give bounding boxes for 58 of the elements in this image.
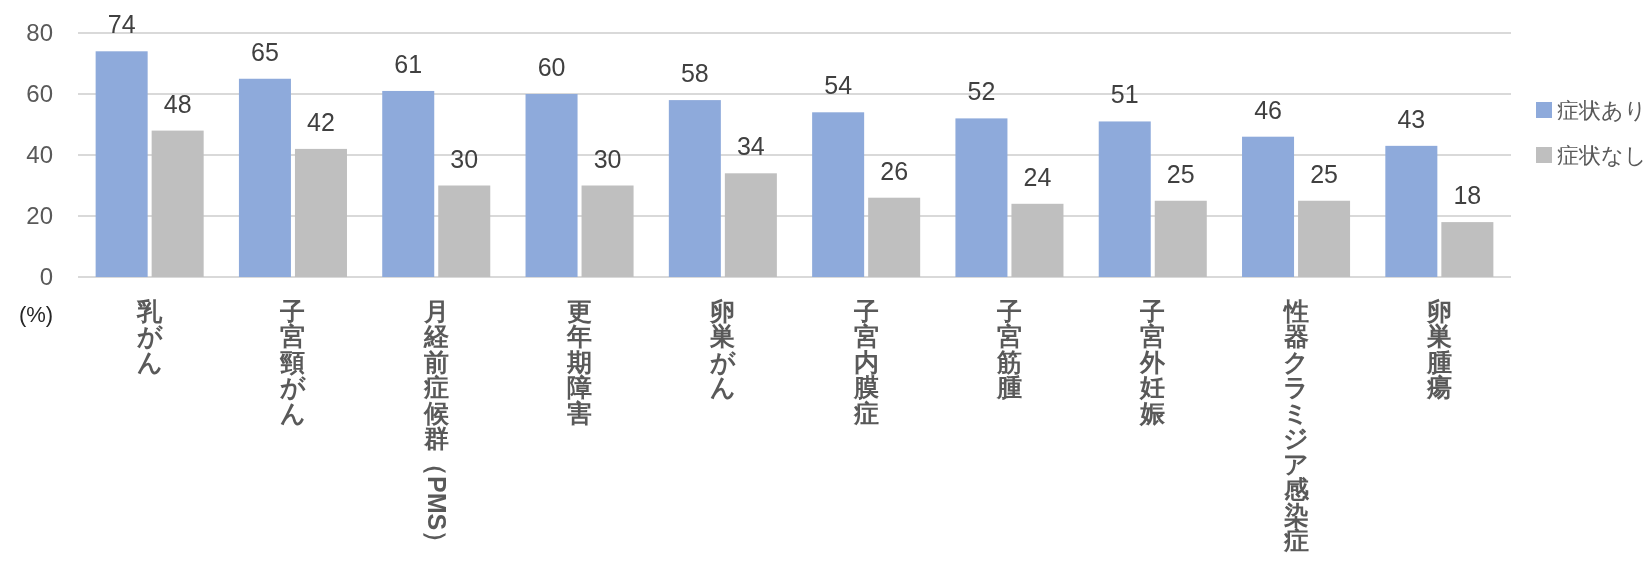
bar xyxy=(812,112,865,277)
x-tick-label: 子宮筋腫 xyxy=(995,296,1022,401)
x-tick-label: 乳がん xyxy=(136,296,164,376)
bar xyxy=(1385,145,1438,277)
bar xyxy=(1441,222,1494,277)
y-tick-label: 40 xyxy=(26,141,53,168)
data-label: 24 xyxy=(1023,162,1052,191)
bar xyxy=(1154,200,1207,277)
x-tick-label: 卵巣がん xyxy=(709,296,736,401)
y-tick-label: 80 xyxy=(26,19,53,46)
data-label: 65 xyxy=(251,37,279,66)
bar xyxy=(724,173,777,277)
bar xyxy=(868,197,921,277)
data-label: 46 xyxy=(1254,95,1282,124)
data-label: 48 xyxy=(163,89,192,118)
data-label: 25 xyxy=(1310,159,1338,188)
legend-label: 症状なし xyxy=(1557,143,1647,168)
data-label: 43 xyxy=(1397,104,1426,133)
data-label: 30 xyxy=(450,144,479,173)
y-tick-label: 20 xyxy=(26,202,53,229)
data-label: 34 xyxy=(736,132,765,161)
bar xyxy=(1242,136,1295,277)
y-tick-label: 0 xyxy=(39,263,53,290)
bar xyxy=(1098,121,1151,277)
bar xyxy=(668,100,721,277)
x-tick-label: 子宮頸がん xyxy=(279,296,306,427)
x-tick-label: 更年期障害 xyxy=(566,296,593,427)
x-tick-label: 子宮内膜症 xyxy=(852,296,879,427)
bar xyxy=(1298,200,1351,277)
y-axis-title: (%) xyxy=(18,302,54,327)
data-label: 61 xyxy=(394,49,423,78)
bar xyxy=(382,90,435,277)
bar xyxy=(438,185,491,277)
bar xyxy=(1011,203,1064,277)
bar xyxy=(151,130,204,277)
data-label: 74 xyxy=(107,10,136,39)
x-tick-label: 子宮外妊娠 xyxy=(1139,296,1167,427)
bar xyxy=(95,51,148,277)
data-label: 26 xyxy=(880,156,909,185)
category-label: 性器クラミジア感染症 xyxy=(1283,296,1310,554)
data-label: 51 xyxy=(1110,80,1139,109)
bar xyxy=(955,118,1008,277)
data-label: 30 xyxy=(593,144,622,173)
bar xyxy=(525,94,578,277)
data-label: 42 xyxy=(307,107,335,136)
bar xyxy=(238,78,291,277)
data-label: 54 xyxy=(824,71,853,100)
data-label: 60 xyxy=(537,53,566,81)
data-label: 52 xyxy=(967,77,996,106)
data-label: 58 xyxy=(680,59,709,88)
data-label: 25 xyxy=(1166,159,1195,188)
x-tick-label: 卵巣腫瘍 xyxy=(1425,296,1452,401)
legend-label: 症状あり xyxy=(1557,98,1647,123)
y-tick-label: 60 xyxy=(26,80,53,107)
data-label: 18 xyxy=(1453,181,1482,210)
category-label: 月経前症候群（PMS） xyxy=(422,296,451,556)
bar xyxy=(581,185,634,277)
bar xyxy=(294,148,347,277)
